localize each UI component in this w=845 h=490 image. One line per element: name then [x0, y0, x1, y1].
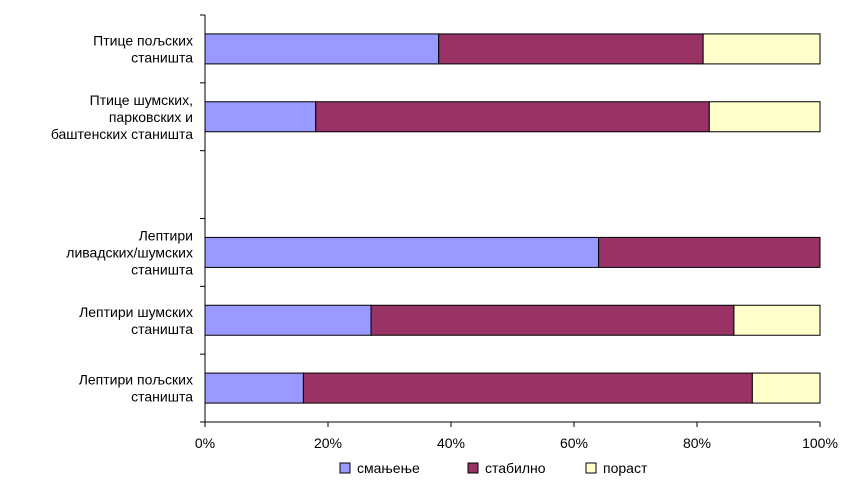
bar-segment-0-0	[204, 33, 440, 65]
bar-segment-5-2	[751, 372, 821, 404]
x-tick-label: 0%	[195, 435, 215, 451]
category-label: Птице пољских станишта	[93, 32, 193, 65]
bar-segment-1-1	[315, 101, 710, 133]
bar-segment-4-1	[370, 304, 735, 336]
bar-segment-5-1	[302, 372, 753, 404]
legend-label: стабилно	[485, 460, 546, 476]
bar-segment-1-0	[204, 101, 317, 133]
legend: смањење стабилно пораст	[339, 460, 648, 476]
category-label-line: Птице шумских,	[90, 92, 193, 108]
bar-segment-0-2	[702, 33, 821, 65]
bar-segment-3-0	[204, 236, 600, 268]
bar-segment-5-0	[204, 372, 304, 404]
bar-segment-1-2	[708, 101, 821, 133]
category-label-line: парковских и	[109, 109, 193, 125]
legend-swatch	[585, 462, 597, 474]
category-label-line: ливадских/шумских	[66, 244, 193, 260]
category-label-line: баштенских станишта	[51, 126, 193, 142]
category-label-line: станишта	[131, 321, 193, 337]
category-label-line: Лептири шумских	[79, 304, 193, 320]
legend-swatch	[339, 462, 351, 474]
x-tick-label: 20%	[314, 435, 342, 451]
category-label-line: Лептири	[139, 227, 193, 243]
x-tick-label: 80%	[683, 435, 711, 451]
bar-segment-4-2	[733, 304, 821, 336]
axes-layer	[200, 14, 821, 427]
bar-segment-4-0	[204, 304, 372, 336]
x-tick-labels: 0% 20% 40% 60% 80% 100%	[195, 435, 838, 451]
category-label-line: станишта	[131, 389, 193, 405]
category-label-line: Лептири пољских	[79, 372, 193, 388]
x-tick-label: 60%	[560, 435, 588, 451]
category-label-line: станишта	[131, 49, 193, 65]
legend-swatch	[467, 462, 479, 474]
x-tick-label: 40%	[437, 435, 465, 451]
category-label: Лептири ливадских/шумских станишта	[66, 227, 193, 277]
legend-label: смањење	[357, 460, 420, 476]
x-tick-label: 100%	[802, 435, 838, 451]
bar-segment-0-1	[438, 33, 704, 65]
category-label: Лептири пољских станишта	[79, 372, 194, 405]
category-label-line: станишта	[131, 261, 193, 277]
legend-label: пораст	[603, 460, 648, 476]
bars-layer	[204, 33, 821, 404]
category-label: Птице шумских, парковских и баштенских ста…	[51, 92, 193, 142]
category-label: Лептири шумских станишта	[79, 304, 193, 337]
category-label-line: Птице пољских	[93, 32, 193, 48]
bar-segment-3-1	[598, 236, 821, 268]
